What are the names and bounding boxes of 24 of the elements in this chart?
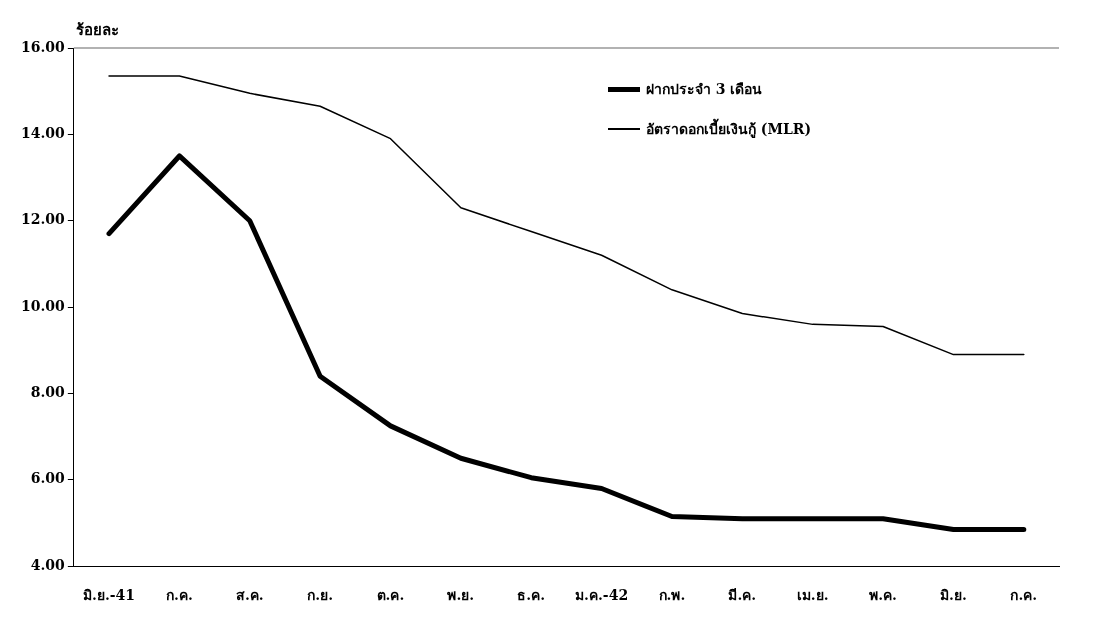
y-axis-title: ร้อยละ: [76, 20, 119, 41]
x-tick-label: ก.ย.: [307, 587, 333, 604]
x-tick-label: ส.ค.: [235, 587, 264, 604]
y-tick-label: 4.00: [30, 556, 66, 573]
y-tick-label: 12.00: [21, 211, 66, 228]
legend-label: ฝากประจำ 3 เดือน: [646, 80, 763, 99]
y-tick-label: 8.00: [30, 384, 66, 401]
y-tick-label: 6.00: [30, 470, 66, 487]
y-tick-label: 10.00: [21, 297, 66, 314]
x-tick-label: มิ.ย.-41: [83, 587, 136, 604]
x-tick-label: ธ.ค.: [517, 587, 546, 604]
x-tick-label: เม.ย.: [796, 587, 829, 604]
x-tick-label: มิ.ย.: [940, 587, 967, 604]
x-tick-label: มี.ค.: [728, 587, 757, 604]
x-tick-label: ก.พ.: [658, 587, 686, 604]
y-tick-label: 16.00: [21, 38, 66, 55]
x-tick-label: พ.ย.: [447, 587, 475, 604]
x-tick-label: ต.ค.: [376, 587, 405, 604]
x-tick-label: ม.ค.-42: [575, 587, 629, 604]
y-tick-label: 14.00: [21, 125, 66, 142]
legend-label: อัตราดอกเบี้ยเงินกู้ (MLR): [646, 118, 812, 140]
x-tick-label: ก.ค.: [166, 587, 193, 604]
x-tick-label: พ.ค.: [869, 587, 897, 604]
x-tick-label: ก.ค.: [1010, 587, 1038, 604]
